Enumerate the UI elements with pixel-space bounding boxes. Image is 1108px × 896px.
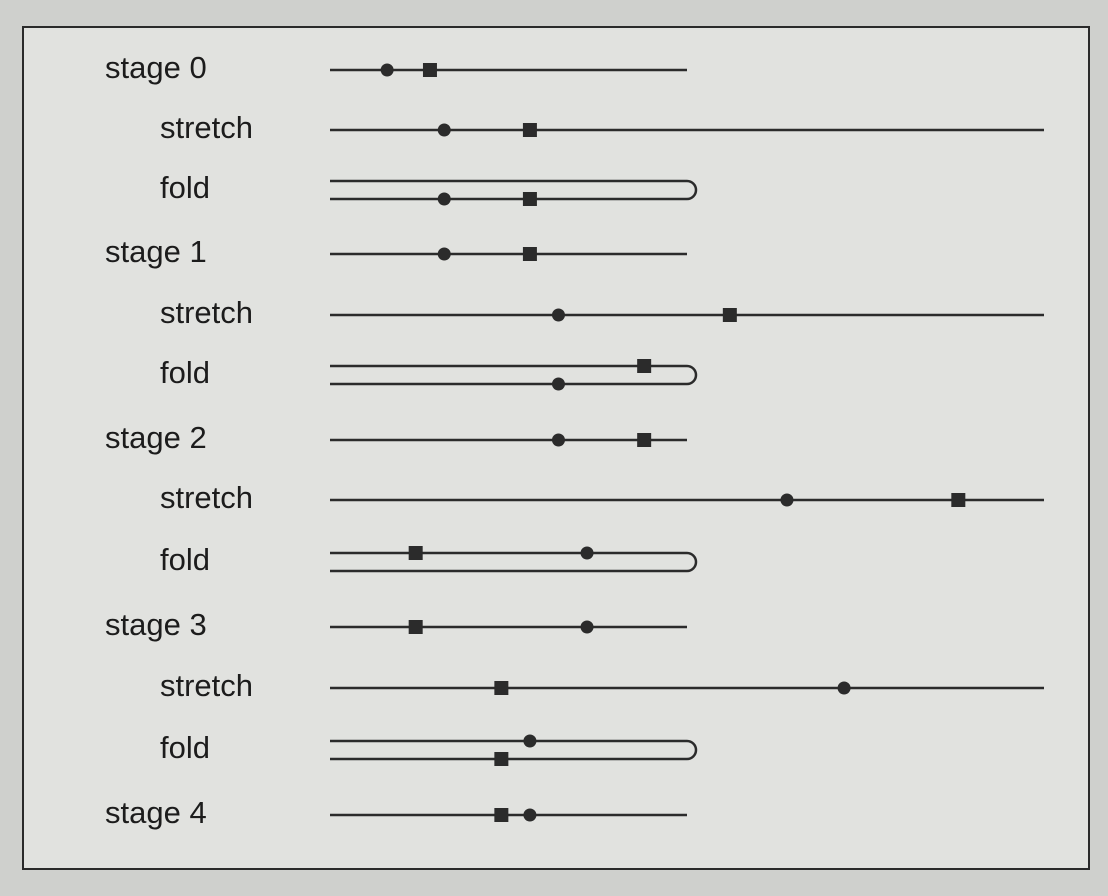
circle-marker bbox=[837, 681, 851, 695]
square-marker bbox=[408, 546, 423, 560]
fold-label: fold bbox=[160, 170, 210, 205]
circle-marker bbox=[437, 192, 451, 206]
square-marker bbox=[494, 752, 509, 766]
square-marker bbox=[951, 493, 966, 507]
stretch-label: stretch bbox=[160, 480, 254, 515]
fold-label: fold bbox=[160, 355, 210, 390]
square-marker bbox=[522, 247, 537, 261]
stretch-label: stretch bbox=[160, 668, 254, 703]
square-marker bbox=[408, 620, 423, 634]
square-marker bbox=[522, 123, 537, 137]
folded-line bbox=[330, 739, 698, 761]
square-marker bbox=[637, 433, 652, 447]
circle-marker bbox=[380, 63, 394, 77]
diagram-frame bbox=[22, 26, 1090, 870]
circle-marker bbox=[523, 808, 537, 822]
folded-line bbox=[330, 551, 698, 573]
stage-label: stage 3 bbox=[105, 607, 207, 642]
square-marker bbox=[522, 192, 537, 206]
fold-label: fold bbox=[160, 542, 210, 577]
circle-marker bbox=[551, 308, 565, 322]
folded-line bbox=[330, 364, 698, 386]
stage-label: stage 0 bbox=[105, 50, 207, 85]
circle-marker bbox=[551, 433, 565, 447]
circle-marker bbox=[580, 546, 594, 560]
circle-marker bbox=[780, 493, 794, 507]
circle-marker bbox=[437, 123, 451, 137]
square-marker bbox=[422, 63, 437, 77]
square-marker bbox=[494, 808, 509, 822]
circle-marker bbox=[551, 377, 565, 391]
stretch-label: stretch bbox=[160, 295, 254, 330]
stage-label: stage 1 bbox=[105, 234, 207, 269]
square-marker bbox=[637, 359, 652, 373]
circle-marker bbox=[580, 620, 594, 634]
stage-label: stage 4 bbox=[105, 795, 207, 830]
stretch-label: stretch bbox=[160, 110, 254, 145]
square-marker bbox=[494, 681, 509, 695]
circle-marker bbox=[523, 734, 537, 748]
stage-label: stage 2 bbox=[105, 420, 207, 455]
fold-label: fold bbox=[160, 730, 210, 765]
circle-marker bbox=[437, 247, 451, 261]
square-marker bbox=[722, 308, 737, 322]
folded-line bbox=[330, 179, 698, 201]
